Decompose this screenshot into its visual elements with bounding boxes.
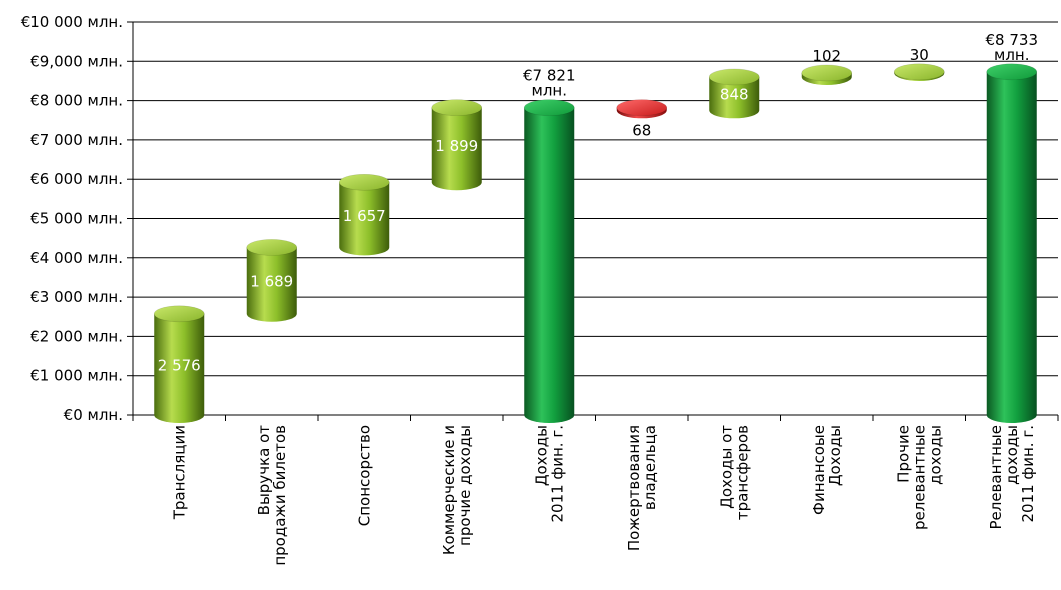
bar-value-label: 102 <box>812 47 841 65</box>
bar-body <box>431 107 482 191</box>
bar-value-label: 2 576 <box>158 356 201 374</box>
x-category-label: Спонсорство <box>355 425 373 526</box>
bar-value-label: 1 657 <box>343 207 386 225</box>
bar-value-label: 30 <box>910 46 929 64</box>
bar-value-label: €7 821 <box>523 67 576 85</box>
y-tick-label: €8 000 млн. <box>30 92 123 110</box>
bar-body <box>339 182 390 256</box>
bar-body <box>154 313 205 423</box>
axes <box>127 21 1059 421</box>
bars <box>153 63 1038 424</box>
x-category-label: Прочие <box>894 425 912 483</box>
bar-body <box>986 71 1037 424</box>
x-category-label: Релевантные <box>987 425 1005 530</box>
x-category-label: Пожертвования <box>625 425 643 551</box>
x-category-label: 2011 фин. г. <box>548 425 566 523</box>
bar-body <box>524 107 575 423</box>
x-category-label: Выручка от <box>255 425 273 516</box>
x-category-label: Доходы от <box>717 425 735 509</box>
x-category-label: Доходы <box>532 425 550 486</box>
x-category-label: прочие доходы <box>456 425 474 546</box>
x-category-label: продажи билетов <box>271 425 289 566</box>
bar-9 <box>893 63 945 81</box>
bar-value-label: млн. <box>994 46 1029 64</box>
y-tick-label: €10 000 млн. <box>21 13 123 31</box>
bar-cap <box>801 64 853 82</box>
x-category-label: Финансоые <box>810 425 828 515</box>
bar-cap <box>986 63 1038 81</box>
bar-3 <box>338 173 390 256</box>
bar-cap <box>431 99 483 116</box>
bar-7 <box>708 68 760 119</box>
y-tick-label: €7 000 млн. <box>30 131 123 149</box>
y-tick-labels: €0 млн. €1 000 млн. €2 000 млн. €3 000 млн.… <box>21 13 123 424</box>
bar-10 <box>986 63 1038 424</box>
bar-value-label: 68 <box>632 121 651 139</box>
bar-5 <box>523 99 575 423</box>
bar-cap <box>523 99 575 116</box>
x-category-label: трансферов <box>733 425 751 520</box>
x-category-label: Доходы <box>826 425 844 486</box>
x-category-label: Трансляции <box>170 425 188 520</box>
bar-cap <box>893 63 945 81</box>
bar-body <box>709 76 760 119</box>
bar-cap <box>338 173 390 191</box>
bar-value-label: 1 899 <box>435 137 478 155</box>
y-tick-label: €2 000 млн. <box>30 327 123 345</box>
bar-value-label: 1 689 <box>250 273 293 291</box>
x-category-label: доходы <box>926 425 944 485</box>
y-tick-label: €1 000 млн. <box>30 367 123 385</box>
bar-2 <box>246 239 298 322</box>
bar-cap <box>153 305 205 323</box>
y-tick-label: €9,000 млн. <box>30 52 123 70</box>
x-category-label: Коммерческие и <box>440 425 458 555</box>
x-category-label: владельца <box>641 425 659 510</box>
x-category-label: 2011 фин. г. <box>1019 425 1037 523</box>
bar-cap <box>246 239 298 256</box>
y-tick-label: €3 000 млн. <box>30 288 123 306</box>
bar-8 <box>801 64 853 85</box>
bar-value-label: 848 <box>720 86 749 104</box>
bar-cap <box>616 99 668 116</box>
bar-1 <box>153 305 205 423</box>
x-category-label: доходы <box>1003 425 1021 485</box>
y-tick-label: €5 000 млн. <box>30 210 123 228</box>
y-tick-label: €0 млн. <box>64 406 123 424</box>
bar-6 <box>616 99 668 119</box>
bar-body <box>246 247 297 322</box>
bar-4 <box>431 99 483 191</box>
y-tick-label: €6 000 млн. <box>30 170 123 188</box>
bar-value-label: €8 733 <box>986 31 1039 49</box>
bar-cap <box>708 68 760 86</box>
bar-value-label: млн. <box>532 82 567 100</box>
x-category-label: релевантные <box>910 425 928 530</box>
y-tick-label: €4 000 млн. <box>30 249 123 267</box>
